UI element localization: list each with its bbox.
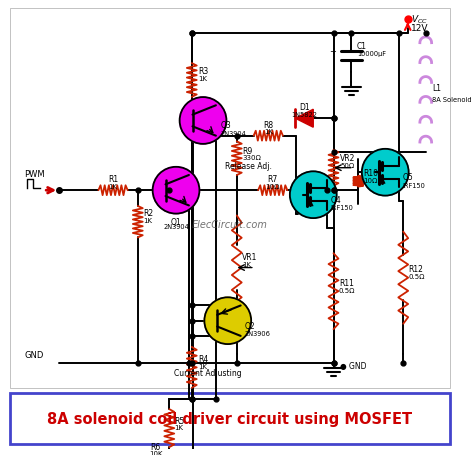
- Text: R2: R2: [143, 209, 153, 218]
- Text: $V_{CC}$: $V_{CC}$: [411, 13, 428, 25]
- Circle shape: [180, 98, 227, 145]
- Text: Q4: Q4: [331, 195, 342, 204]
- Text: PWM: PWM: [24, 169, 45, 178]
- Text: IRF150: IRF150: [331, 205, 354, 211]
- Text: Current Adjusting: Current Adjusting: [173, 368, 241, 377]
- Text: 1K: 1K: [175, 425, 184, 430]
- Circle shape: [290, 172, 337, 218]
- Text: R5: R5: [175, 415, 185, 425]
- Circle shape: [204, 298, 251, 344]
- Text: C1: C1: [357, 42, 367, 51]
- Text: R10: R10: [364, 168, 379, 177]
- Text: 0.5Ω: 0.5Ω: [339, 287, 356, 293]
- Text: R11: R11: [339, 278, 354, 287]
- Circle shape: [362, 150, 409, 196]
- Text: R4: R4: [199, 354, 209, 363]
- Text: Release Adj.: Release Adj.: [225, 162, 272, 171]
- Polygon shape: [295, 110, 313, 128]
- Text: 50Ω: 50Ω: [340, 163, 355, 169]
- Text: 1K: 1K: [199, 363, 208, 369]
- Text: 1K: 1K: [242, 261, 251, 268]
- Text: VR1: VR1: [242, 252, 257, 261]
- Text: R1: R1: [108, 175, 118, 184]
- Text: Q2: Q2: [244, 321, 255, 330]
- Text: 10Ω: 10Ω: [265, 183, 280, 189]
- Circle shape: [153, 167, 200, 214]
- Text: D1: D1: [299, 103, 310, 112]
- Text: GND: GND: [25, 350, 44, 359]
- Text: 10Ω: 10Ω: [364, 177, 378, 183]
- Text: R12: R12: [409, 265, 423, 273]
- Text: 8A Solenoid: 8A Solenoid: [432, 97, 472, 103]
- Text: 10000μF: 10000μF: [357, 51, 386, 57]
- Text: L1: L1: [432, 84, 441, 93]
- Text: R6: R6: [151, 442, 161, 450]
- Text: R9: R9: [242, 146, 253, 155]
- Text: +: +: [329, 47, 337, 56]
- Text: 10K: 10K: [149, 450, 163, 455]
- Text: ElecCircuit.com: ElecCircuit.com: [192, 219, 268, 229]
- Text: 2N3904: 2N3904: [163, 224, 189, 230]
- Text: Q5: Q5: [403, 173, 413, 182]
- Text: 1K: 1K: [109, 183, 118, 189]
- Text: 1K: 1K: [143, 217, 152, 223]
- Text: IRF150: IRF150: [403, 182, 426, 188]
- Text: VR2: VR2: [340, 154, 356, 163]
- Text: R3: R3: [199, 67, 209, 76]
- Text: R8: R8: [263, 121, 273, 130]
- Text: R7: R7: [268, 175, 278, 184]
- Text: 8A solenoid coil driver circuit using MOSFET: 8A solenoid coil driver circuit using MO…: [47, 411, 412, 426]
- Text: 12V: 12V: [411, 24, 429, 33]
- Text: 1K: 1K: [264, 129, 273, 135]
- Text: 330Ω: 330Ω: [242, 155, 261, 161]
- Text: Q3: Q3: [220, 121, 231, 130]
- FancyBboxPatch shape: [9, 9, 450, 388]
- Text: 2N3904: 2N3904: [220, 131, 246, 137]
- Text: ● GND: ● GND: [340, 361, 367, 370]
- FancyBboxPatch shape: [9, 393, 450, 445]
- Text: 0.5Ω: 0.5Ω: [409, 274, 425, 280]
- Text: Q1: Q1: [171, 218, 182, 227]
- Text: 2N3906: 2N3906: [244, 330, 270, 337]
- Text: 1K: 1K: [199, 76, 208, 82]
- Text: 1N5822: 1N5822: [291, 111, 317, 117]
